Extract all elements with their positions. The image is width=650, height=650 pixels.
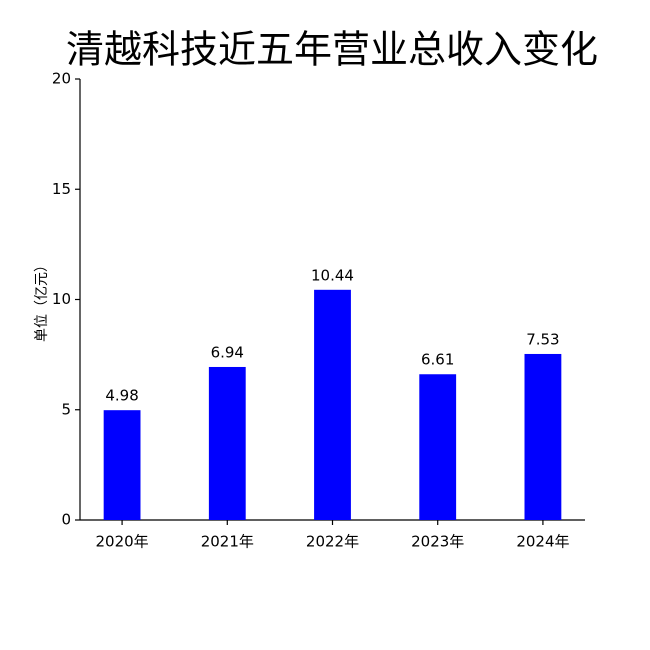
x-tick-label: 2020年 (95, 533, 148, 551)
value-label: 10.44 (311, 266, 354, 284)
value-label: 4.98 (105, 387, 138, 405)
x-tick-label: 2022年 (306, 533, 359, 551)
y-tick-label: 20 (52, 70, 71, 88)
x-tick-label: 2021年 (201, 533, 254, 551)
y-tick-label: 5 (61, 400, 71, 418)
value-label: 7.53 (526, 330, 559, 348)
chart-title: 清越科技近五年营业总收入变化 (66, 28, 598, 72)
value-label: 6.61 (421, 351, 454, 369)
y-tick-label: 15 (52, 180, 71, 198)
x-tick-label: 2024年 (516, 533, 569, 551)
x-tick-label: 2023年 (411, 533, 464, 551)
bar (314, 289, 351, 520)
bar (103, 410, 141, 520)
y-tick-label: 0 (61, 511, 71, 529)
value-label: 6.94 (211, 343, 244, 361)
y-axis-label: 单位（亿元） (34, 258, 50, 342)
y-tick-label: 10 (52, 290, 71, 308)
bar (419, 374, 457, 520)
bar (524, 353, 562, 520)
bar (208, 366, 246, 520)
